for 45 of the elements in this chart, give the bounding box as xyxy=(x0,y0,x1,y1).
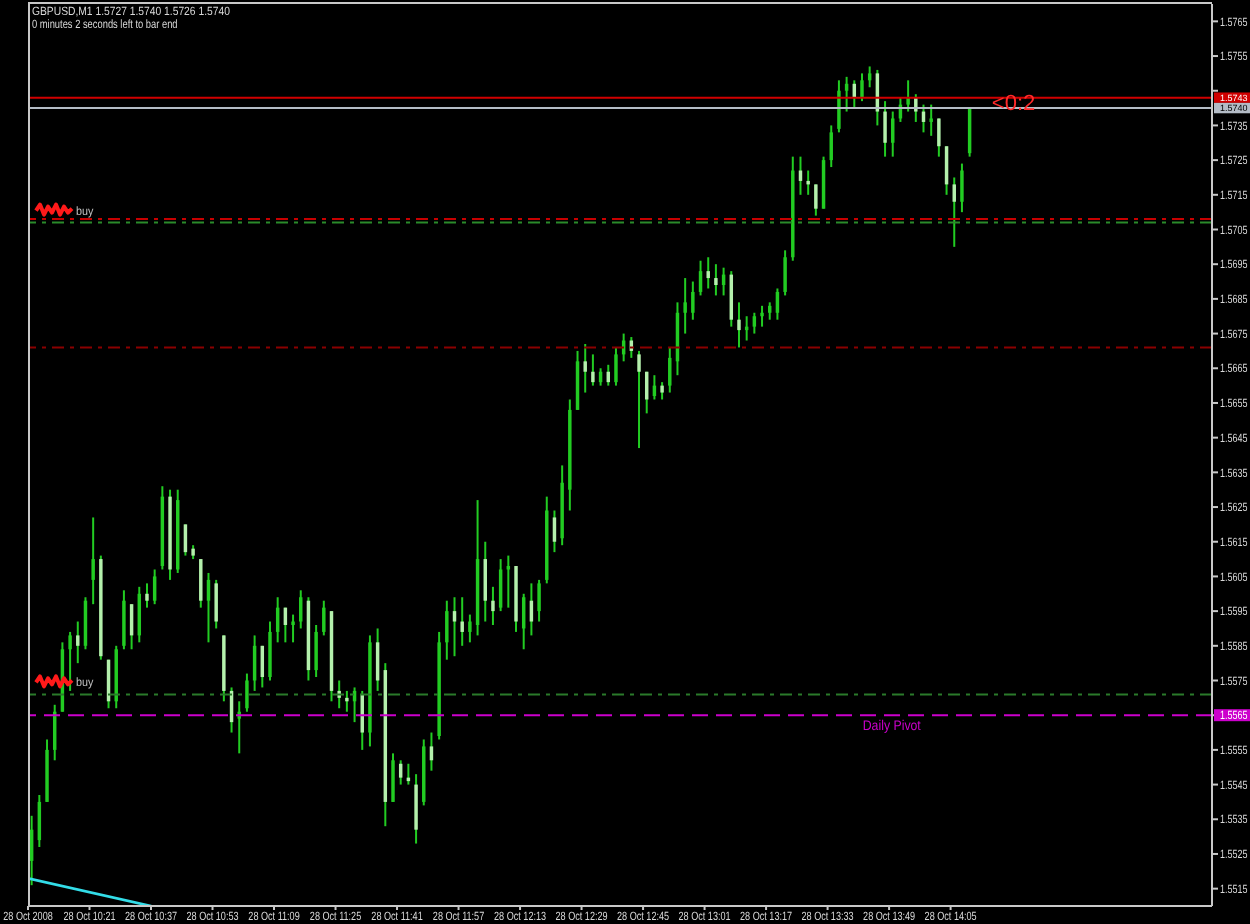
candlestick xyxy=(937,117,941,158)
candlestick xyxy=(214,578,218,630)
candlestick xyxy=(960,162,964,214)
candlestick xyxy=(668,346,672,394)
candlestick xyxy=(468,613,472,644)
candlestick xyxy=(414,773,418,845)
candlestick xyxy=(737,301,741,349)
candlestick xyxy=(445,599,449,661)
candlestick xyxy=(637,349,641,450)
candlestick xyxy=(145,582,149,609)
candlestick xyxy=(460,596,464,647)
candlestick xyxy=(491,585,495,626)
candlestick xyxy=(691,280,695,321)
candlestick xyxy=(906,79,910,113)
candlestick xyxy=(837,79,841,134)
candlestick xyxy=(91,516,95,606)
candlestick xyxy=(614,346,618,387)
candlestick xyxy=(752,311,757,335)
candlestick xyxy=(806,169,810,196)
candlestick xyxy=(268,620,272,682)
candlestick xyxy=(322,599,326,637)
candlestick xyxy=(537,578,541,623)
candlestick xyxy=(952,176,956,248)
candlestick xyxy=(76,620,80,665)
candlestick xyxy=(122,589,126,651)
candlestick xyxy=(706,256,710,290)
candlestick xyxy=(714,263,718,297)
candlestick xyxy=(914,93,918,123)
candlestick xyxy=(583,342,587,394)
candlestick xyxy=(452,596,457,658)
candlestick xyxy=(391,752,395,803)
candlestick xyxy=(199,558,203,609)
candlestick xyxy=(68,630,72,692)
candlestick xyxy=(591,353,595,387)
candlestick xyxy=(345,689,349,713)
candlestick xyxy=(860,72,864,103)
candlestick xyxy=(314,623,318,679)
candlestick xyxy=(929,103,933,137)
candlestick xyxy=(883,100,887,158)
candlestick xyxy=(760,304,764,328)
candlestick xyxy=(245,672,249,713)
candlestick xyxy=(783,249,787,297)
candlestick xyxy=(814,183,818,217)
candlestick xyxy=(291,613,295,644)
candlestick xyxy=(683,277,687,335)
